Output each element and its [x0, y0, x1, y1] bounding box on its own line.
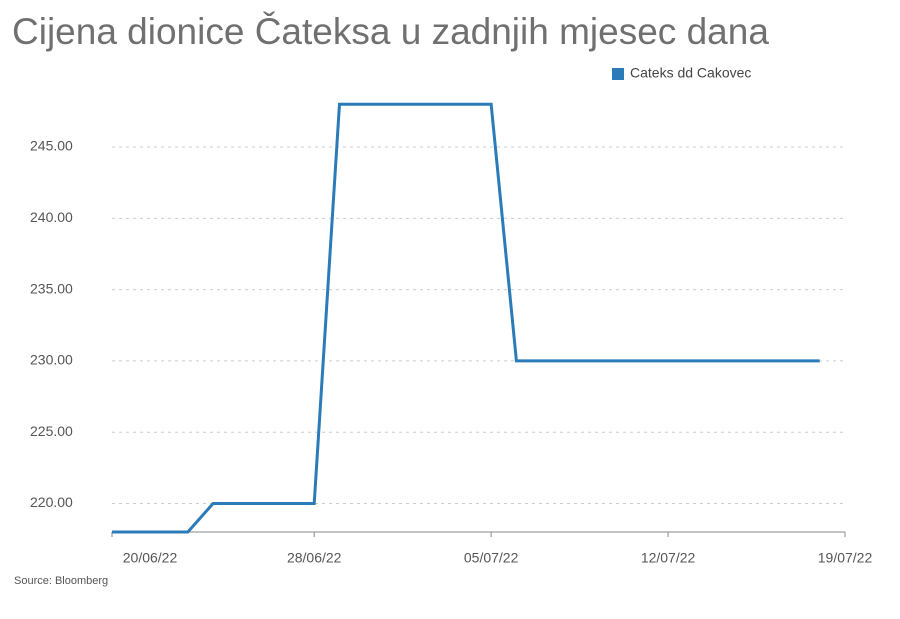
x-tick-label: 19/07/22 [818, 550, 873, 566]
x-tick-label: 20/06/22 [123, 550, 178, 566]
x-tick-label: 05/07/22 [464, 550, 519, 566]
y-tick-label: 235.00 [30, 280, 73, 296]
y-tick-label: 220.00 [30, 494, 73, 510]
legend-label: Cateks dd Cakovec [630, 65, 751, 81]
legend-swatch [612, 68, 624, 80]
x-tick-label: 12/07/22 [641, 550, 696, 566]
y-tick-label: 245.00 [30, 138, 73, 154]
line-series [112, 102, 820, 534]
y-tick-label: 240.00 [30, 209, 73, 225]
chart-title: Cijena dionice Čateksa u zadnjih mjesec … [12, 11, 769, 52]
y-tick-label: 225.00 [30, 423, 73, 439]
source-note: Source: Bloomberg [14, 575, 108, 587]
y-tick-label: 230.00 [30, 352, 73, 368]
x-tick-label: 28/06/22 [287, 550, 342, 566]
